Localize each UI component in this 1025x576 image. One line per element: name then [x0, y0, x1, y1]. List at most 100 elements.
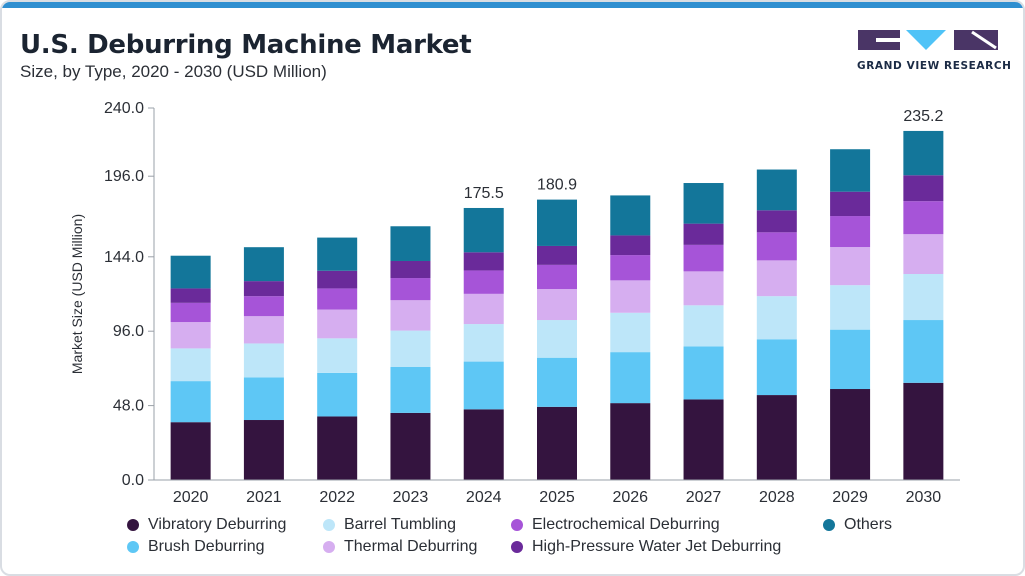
- bar-segment: [243, 247, 284, 282]
- y-tick-label: 0.0: [122, 472, 144, 489]
- legend-swatch: [127, 519, 139, 531]
- bar-segment: [610, 280, 651, 313]
- bar-segment: [170, 422, 211, 480]
- bar-segment: [537, 264, 577, 290]
- legend-item: Others: [823, 516, 892, 534]
- legend-label: Vibratory Deburring: [148, 516, 287, 533]
- x-tick-label: 2027: [686, 489, 722, 506]
- bar-stack-2021: [243, 247, 284, 480]
- bar-segment: [243, 377, 284, 421]
- bar-segment: [756, 232, 797, 261]
- bar-segment: [830, 149, 871, 192]
- legend-item: Electrochemical Deburring: [511, 516, 720, 534]
- legend-swatch: [511, 519, 523, 531]
- bar-stack-2023: [390, 226, 431, 480]
- logo-text: GRAND VIEW RESEARCH: [857, 60, 1012, 72]
- bar-segment: [390, 412, 431, 480]
- chart-title: U.S. Deburring Machine Market: [20, 30, 472, 60]
- bar-segment: [537, 199, 577, 246]
- legend-label: High-Pressure Water Jet Deburring: [532, 538, 782, 555]
- bar-segment: [390, 278, 431, 301]
- bar-segment: [463, 293, 504, 325]
- bar-segment: [463, 361, 504, 410]
- data-label: 235.2: [903, 108, 943, 125]
- bar-segment: [683, 305, 724, 347]
- bar-segment: [756, 296, 797, 340]
- legend-item: Vibratory Deburring: [127, 516, 286, 534]
- x-tick-label: 2029: [832, 489, 868, 506]
- bar-segment: [830, 389, 871, 480]
- bar-segment: [756, 169, 797, 211]
- bar-segment: [317, 288, 358, 310]
- x-tick-label: 2025: [539, 489, 575, 506]
- x-tick-label: 2024: [466, 489, 502, 506]
- x-axis: 2020 2021 2022 2023 2024 2025 2026 2027 2028 2029…: [154, 479, 960, 506]
- data-label: 180.9: [537, 177, 577, 194]
- bar-segment: [830, 247, 871, 286]
- bar-segment: [390, 260, 431, 279]
- bars: [170, 130, 944, 480]
- legend-label: Others: [844, 516, 893, 533]
- bar-segment: [683, 244, 724, 272]
- bar-stack-2029: [830, 149, 871, 480]
- bar-segment: [390, 226, 431, 261]
- bar-segment: [243, 343, 284, 378]
- bar-segment: [683, 399, 724, 480]
- data-labels: 175.5 180.9 235.2: [464, 108, 944, 202]
- y-tick-label: 240.0: [104, 100, 144, 117]
- bar-segment: [463, 270, 504, 294]
- bar-segment: [683, 346, 724, 400]
- legend-label: Barrel Tumbling: [344, 516, 457, 533]
- bar-segment: [903, 320, 944, 383]
- y-tick-label: 96.0: [113, 323, 144, 340]
- bar-segment: [756, 210, 797, 233]
- data-label: 175.5: [464, 185, 504, 202]
- legend-swatch: [511, 541, 523, 553]
- bar-segment: [756, 395, 797, 480]
- legend-item: Thermal Deburring: [323, 538, 477, 556]
- legend-swatch: [323, 519, 335, 531]
- bar-segment: [390, 300, 431, 331]
- x-tick-label: 2022: [319, 489, 355, 506]
- y-tick-label: 144.0: [104, 249, 144, 266]
- legend-swatch: [323, 541, 335, 553]
- legend-swatch: [127, 541, 139, 553]
- bar-segment: [830, 191, 871, 217]
- bar-segment: [756, 339, 797, 396]
- bar-segment: [463, 252, 504, 271]
- bar-segment: [830, 329, 871, 390]
- bar-segment: [903, 274, 944, 321]
- bar-segment: [537, 357, 577, 407]
- legend-label: Brush Deburring: [148, 538, 265, 555]
- bar-segment: [170, 302, 211, 323]
- bar-segment: [683, 271, 724, 306]
- y-tick-label: 48.0: [113, 398, 144, 415]
- logo-block-right: [954, 30, 998, 50]
- bar-segment: [243, 420, 284, 480]
- bar-segment: [610, 235, 651, 256]
- legend-item: Barrel Tumbling: [323, 516, 456, 534]
- bar-segment: [243, 316, 284, 344]
- bar-segment: [610, 195, 651, 236]
- bar-segment: [903, 234, 944, 275]
- bar-segment: [683, 223, 724, 245]
- bar-stack-2028: [756, 169, 797, 480]
- bar-segment: [170, 255, 211, 289]
- bar-segment: [170, 322, 211, 349]
- bar-segment: [903, 201, 944, 235]
- legend-label: Thermal Deburring: [344, 538, 478, 555]
- bar-segment: [317, 338, 358, 373]
- bar-segment: [170, 288, 211, 303]
- legend-item: High-Pressure Water Jet Deburring: [511, 538, 781, 556]
- bar-segment: [463, 409, 504, 480]
- bar-stack-2026: [610, 195, 651, 480]
- bar-segment: [610, 403, 651, 480]
- bar-segment: [537, 320, 577, 358]
- bar-segment: [903, 382, 944, 480]
- bar-segment: [756, 260, 797, 297]
- chart-subtitle: Size, by Type, 2020 - 2030 (USD Million): [20, 62, 327, 81]
- x-tick-label: 2030: [906, 489, 942, 506]
- bar-segment: [243, 281, 284, 297]
